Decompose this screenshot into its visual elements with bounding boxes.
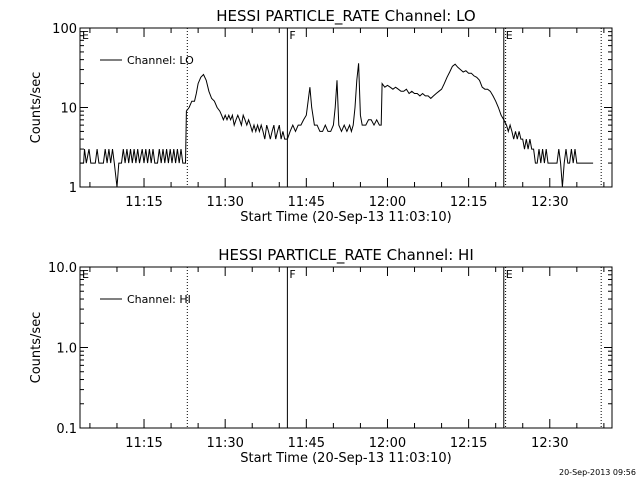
x-tick-label: 11:30 xyxy=(206,436,243,451)
chart-title: HESSI PARTICLE_RATE Channel: HI xyxy=(218,246,474,265)
x-tick-label: 12:30 xyxy=(531,195,568,210)
x-tick-label: 11:45 xyxy=(288,436,325,451)
y-axis-label: Counts/sec xyxy=(29,312,44,384)
y-tick-label: 1.0 xyxy=(56,342,77,357)
plot-frame xyxy=(79,266,613,429)
marker-label: E xyxy=(82,268,89,281)
y-tick-label: 1 xyxy=(69,181,77,196)
y-tick-label: 100 xyxy=(52,22,77,37)
y-tick-label: 10.0 xyxy=(48,261,77,276)
x-tick-label: 12:30 xyxy=(531,436,568,451)
x-axis-label: Start Time (20-Sep-13 11:03:10) xyxy=(240,210,451,225)
legend-label: Channel: HI xyxy=(127,293,191,306)
plot-timestamp: 20-Sep-2013 09:56 xyxy=(559,468,636,477)
marker-label: E xyxy=(506,29,513,42)
x-tick-label: 11:45 xyxy=(288,195,325,210)
chart-title: HESSI PARTICLE_RATE Channel: LO xyxy=(216,7,475,26)
series-line-channel-lo xyxy=(80,63,594,188)
x-tick-label: 12:00 xyxy=(369,436,406,451)
marker-label: F xyxy=(289,268,295,281)
marker-label: E xyxy=(506,268,513,281)
marker-label: E xyxy=(82,29,89,42)
x-tick-label: 11:15 xyxy=(125,436,162,451)
plot-frame xyxy=(79,27,613,188)
x-tick-label: 12:00 xyxy=(369,195,406,210)
y-tick-label: 0.1 xyxy=(56,422,77,437)
x-tick-label: 11:15 xyxy=(125,195,162,210)
marker-label: F xyxy=(289,29,295,42)
x-tick-label: 12:15 xyxy=(450,195,487,210)
x-tick-label: 11:30 xyxy=(206,195,243,210)
x-tick-label: 12:15 xyxy=(450,436,487,451)
legend-label: Channel: LO xyxy=(127,54,194,67)
x-axis-label: Start Time (20-Sep-13 11:03:10) xyxy=(240,451,451,466)
y-tick-label: 10 xyxy=(60,102,77,117)
y-axis-label: Counts/sec xyxy=(29,72,44,144)
